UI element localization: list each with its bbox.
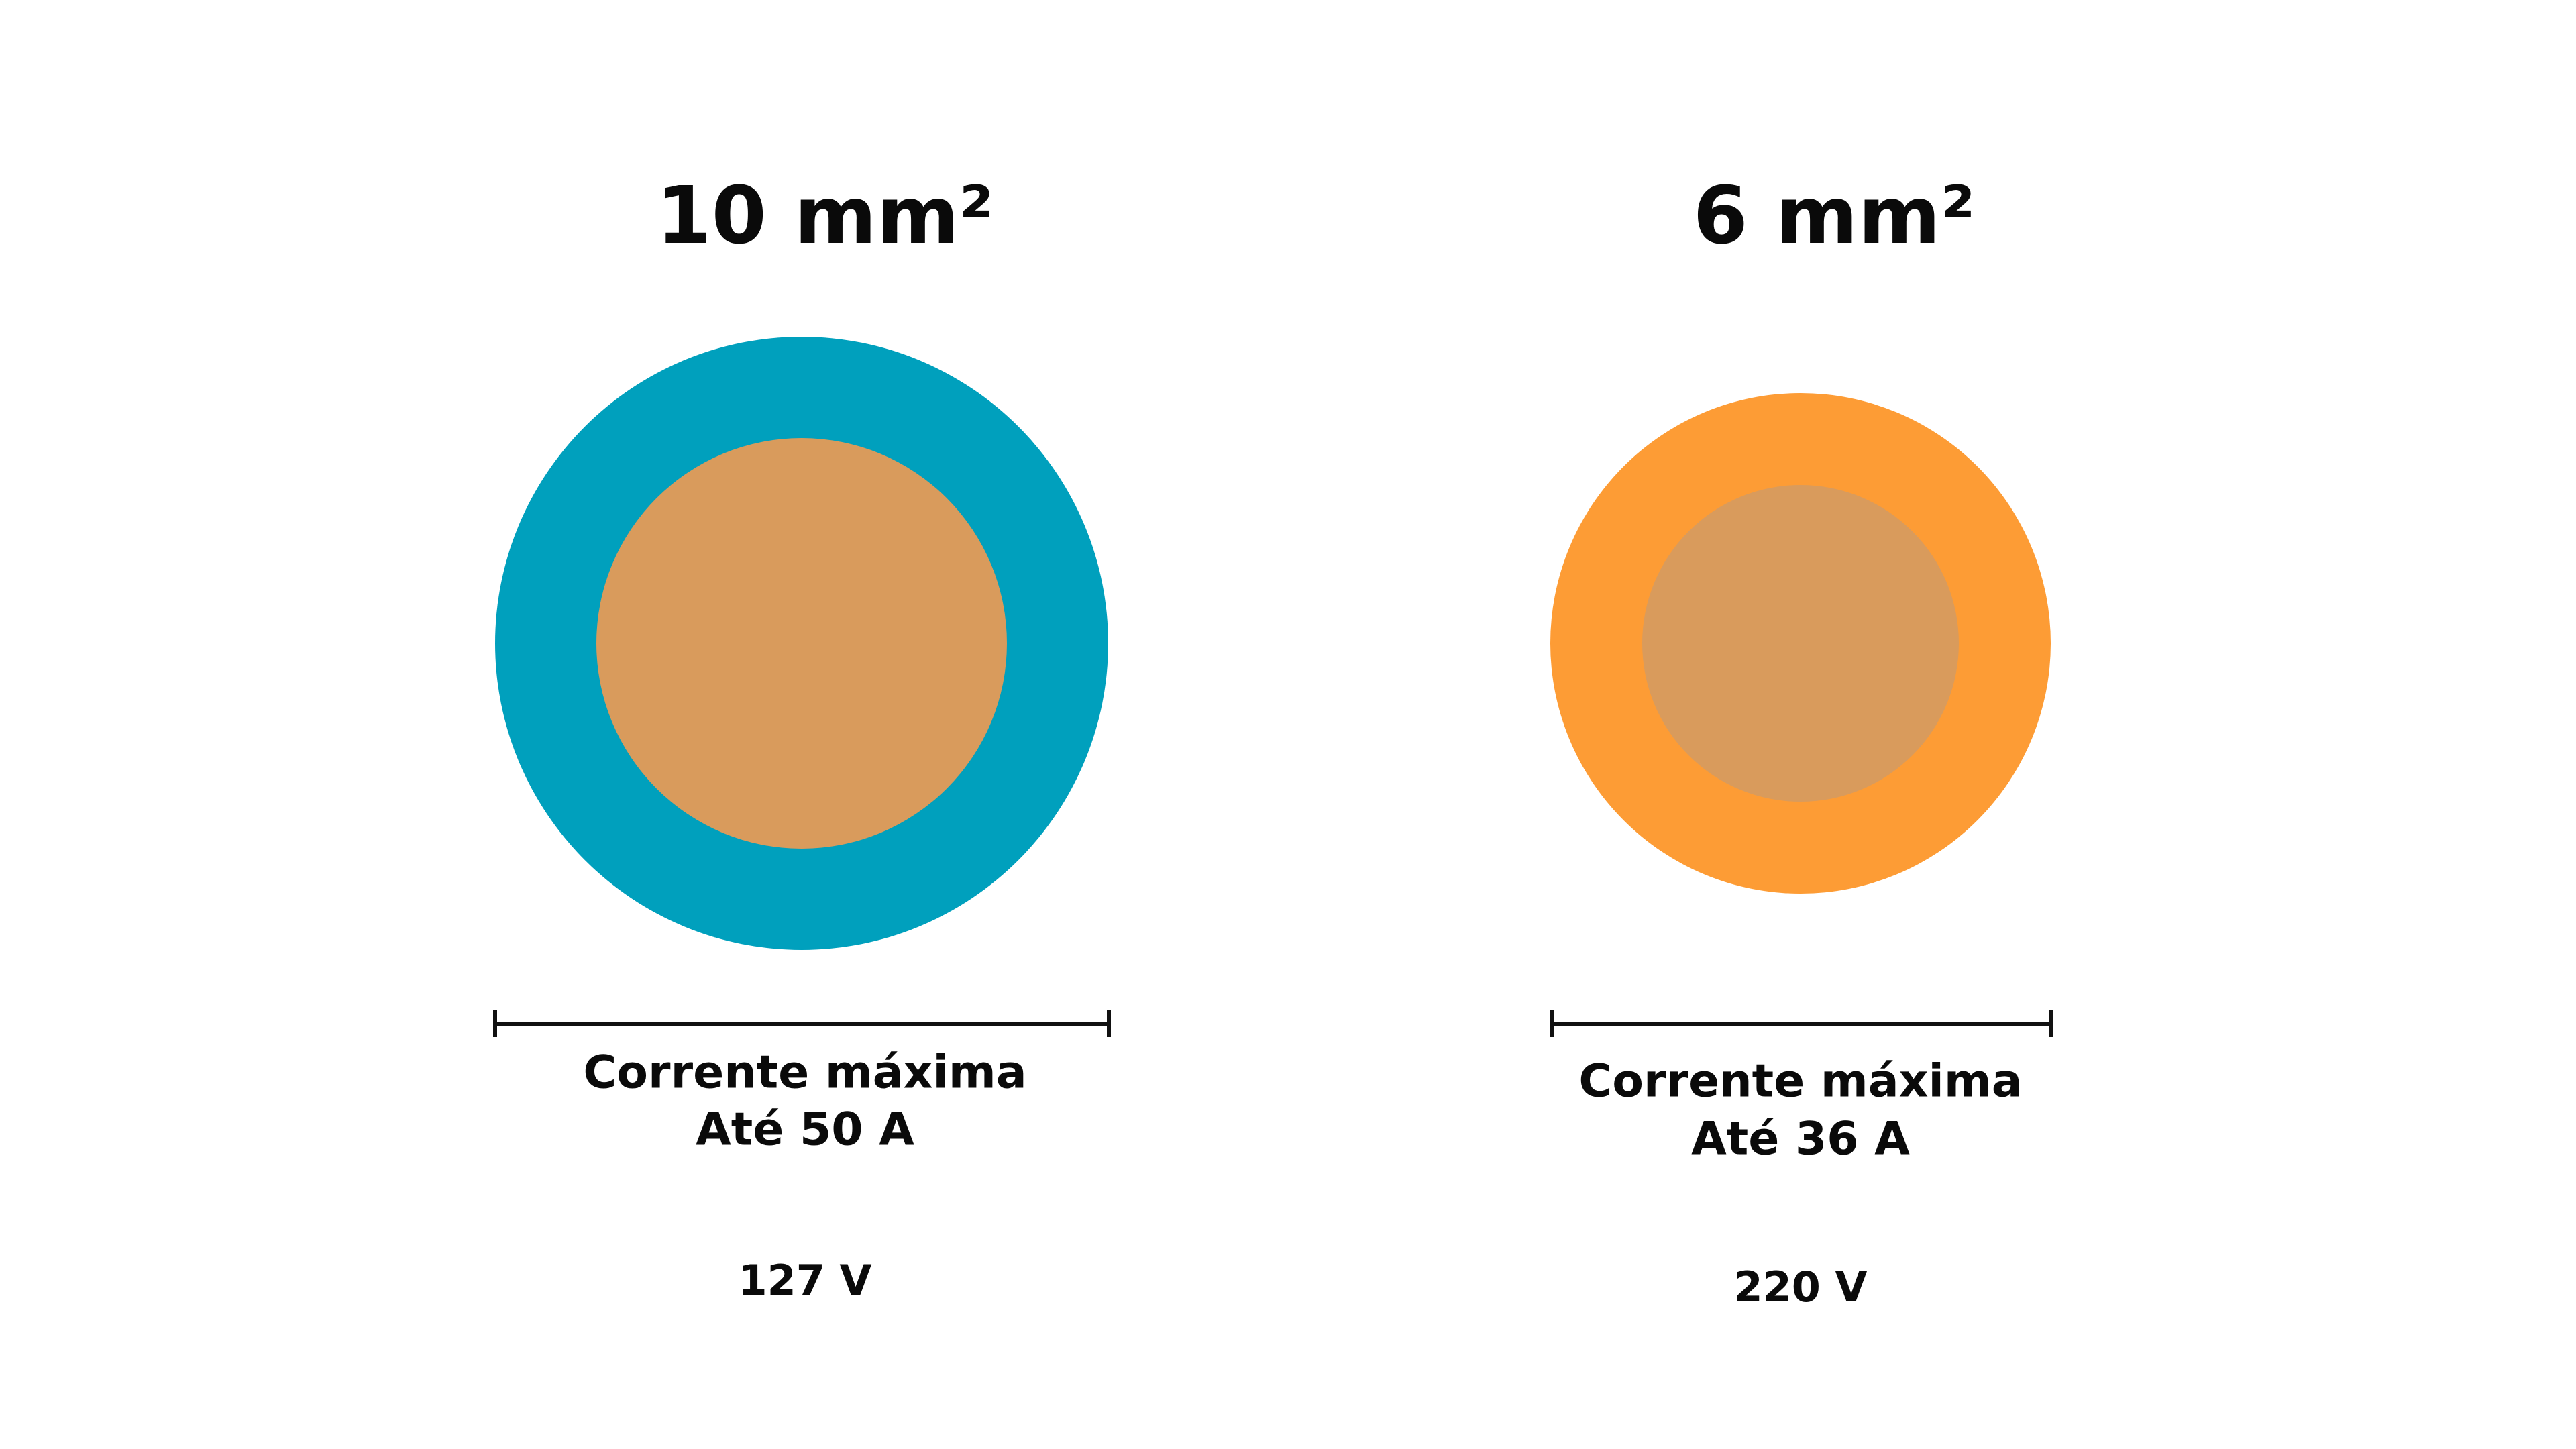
conductor	[1642, 485, 1959, 802]
current-label: Corrente máxima	[583, 1046, 1026, 1099]
current-label: Corrente máxima	[1578, 1055, 2022, 1108]
panel-title: 10 mm²	[657, 169, 994, 262]
cable-left	[493, 337, 1111, 1037]
conductor	[596, 438, 1007, 849]
current-value: Até 50 A	[696, 1104, 914, 1157]
current-value: Até 36 A	[1691, 1113, 1910, 1166]
cable-right	[1550, 393, 2053, 1037]
voltage: 220 V	[1734, 1263, 1868, 1311]
voltage: 127 V	[739, 1256, 872, 1305]
panel-title: 6 mm²	[1693, 169, 1976, 262]
